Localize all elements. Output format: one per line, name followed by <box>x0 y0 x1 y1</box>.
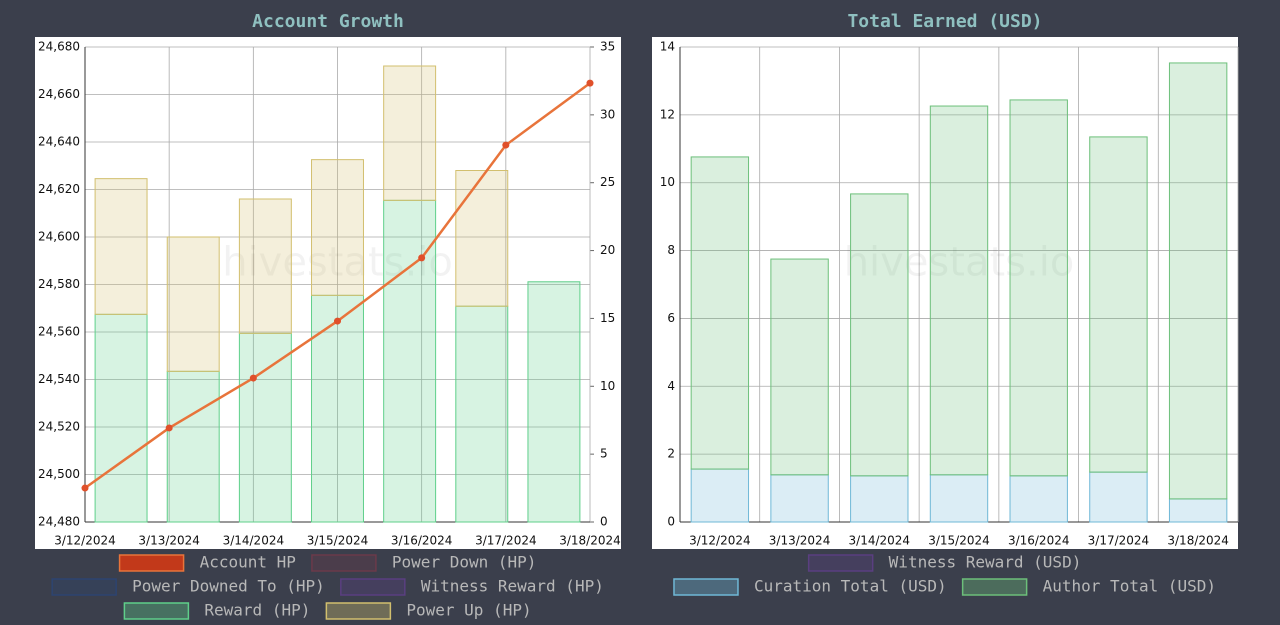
y-tick-label: 24,640 <box>38 135 80 149</box>
x-tick-label: 3/16/2024 <box>391 534 453 548</box>
bar <box>166 236 220 372</box>
y-tick-label: 2 <box>667 447 675 461</box>
x-tick-label: 3/12/2024 <box>689 534 751 548</box>
legend-swatch <box>961 578 1028 596</box>
bar <box>383 199 437 523</box>
y-tick-label: 24,600 <box>38 230 80 244</box>
y-tick-label: 24,580 <box>38 277 80 291</box>
legend-label: Power Down (HP) <box>392 553 537 572</box>
legend-swatch <box>51 578 117 596</box>
legend-label: Witness Reward (USD) <box>889 553 1082 572</box>
y-tick-label: 24,560 <box>38 325 80 339</box>
legend-label: Power Up (HP) <box>406 601 531 620</box>
bar <box>929 105 989 476</box>
legend-label: Witness Reward (HP) <box>421 577 604 596</box>
bar <box>929 474 989 523</box>
legend-swatch <box>123 602 190 620</box>
y-tick-label: 10 <box>660 175 675 189</box>
legend-swatch <box>807 554 874 572</box>
bar <box>383 65 437 201</box>
x-tick-label: 3/13/2024 <box>138 534 200 548</box>
legend-label: Reward (HP) <box>204 601 310 620</box>
legend-label: Curation Total (USD) <box>754 577 947 596</box>
bar <box>94 313 148 523</box>
y-tick-label: 24,620 <box>38 182 80 196</box>
bar <box>770 258 829 476</box>
y-tick-label: 24,480 <box>38 515 80 529</box>
bar <box>1089 471 1148 523</box>
point <box>586 79 594 87</box>
bar <box>527 281 581 523</box>
legend-swatch <box>118 554 185 572</box>
y-tick-label: 24,520 <box>38 420 80 434</box>
y-tick-label: 0 <box>667 515 675 529</box>
bar <box>238 198 292 334</box>
watermark: hivestats.io <box>844 240 1075 286</box>
y2-tick-label: 15 <box>600 311 615 325</box>
y2-tick-label: 0 <box>600 515 608 529</box>
legend-label: Power Downed To (HP) <box>132 577 325 596</box>
y-tick-label: 24,660 <box>38 87 80 101</box>
legend-swatch <box>673 578 739 596</box>
point <box>249 374 257 382</box>
y2-tick-label: 25 <box>600 175 615 189</box>
bar <box>850 475 909 523</box>
chart-title: Account Growth <box>252 11 404 32</box>
legend-label: Account HP <box>200 553 296 572</box>
legend-label: Author Total (USD) <box>1043 577 1216 596</box>
y-tick-label: 12 <box>660 107 675 121</box>
panel <box>35 37 621 549</box>
x-tick-label: 3/18/2024 <box>559 534 621 548</box>
x-tick-label: 3/16/2024 <box>1008 534 1070 548</box>
bar <box>166 370 220 523</box>
point <box>502 141 510 149</box>
bar <box>690 156 750 470</box>
y-tick-label: 8 <box>667 243 675 257</box>
bar <box>1168 498 1228 523</box>
y2-tick-label: 30 <box>600 107 615 121</box>
x-tick-label: 3/15/2024 <box>928 534 990 548</box>
bar <box>94 178 148 315</box>
y2-tick-label: 5 <box>600 447 608 461</box>
x-tick-label: 3/18/2024 <box>1167 534 1229 548</box>
bar <box>770 474 829 523</box>
legend-swatch <box>325 602 392 620</box>
bar <box>1009 99 1068 477</box>
y-tick-label: 24,680 <box>38 40 80 54</box>
bar <box>311 294 364 523</box>
bar <box>850 193 909 477</box>
point <box>418 254 426 262</box>
y-tick-label: 14 <box>660 40 675 54</box>
legend-swatch <box>311 554 377 572</box>
bar <box>690 468 750 523</box>
y-tick-label: 24,500 <box>38 467 80 481</box>
bar <box>455 170 509 307</box>
x-tick-label: 3/14/2024 <box>223 534 285 548</box>
y2-tick-label: 35 <box>600 40 615 54</box>
bar <box>1089 136 1148 473</box>
bar <box>238 332 292 523</box>
bar <box>455 305 509 523</box>
y2-tick-label: 20 <box>600 243 615 257</box>
legend-swatch <box>340 578 406 596</box>
y-tick-label: 6 <box>667 311 675 325</box>
point <box>81 484 89 492</box>
bar <box>1168 62 1228 500</box>
y2-tick-label: 10 <box>600 379 615 393</box>
bar <box>311 159 364 296</box>
bar <box>1009 475 1068 523</box>
x-tick-label: 3/17/2024 <box>475 534 537 548</box>
point <box>165 424 173 432</box>
y-tick-label: 4 <box>667 379 675 393</box>
point <box>334 317 341 325</box>
x-tick-label: 3/13/2024 <box>769 534 831 548</box>
x-tick-label: 3/17/2024 <box>1088 534 1150 548</box>
x-tick-label: 3/14/2024 <box>849 534 911 548</box>
panel <box>652 37 1238 549</box>
y-tick-label: 24,540 <box>38 372 80 386</box>
x-tick-label: 3/12/2024 <box>54 534 116 548</box>
chart-title: Total Earned (USD) <box>847 11 1042 32</box>
x-tick-label: 3/15/2024 <box>307 534 369 548</box>
